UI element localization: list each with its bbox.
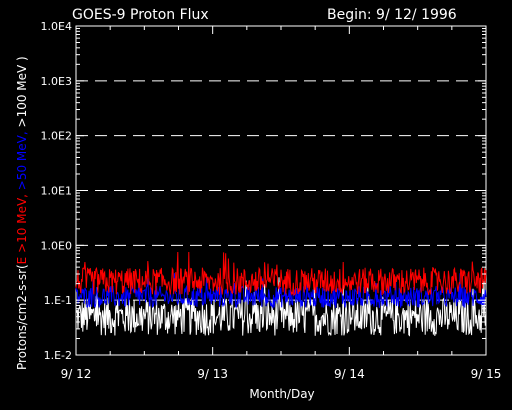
y-tick-label: 1.0E1 [41, 185, 72, 198]
y-axis-label-red: E >10 MeV, [15, 194, 29, 264]
series-line [75, 277, 487, 337]
x-tick-label: 9/ 14 [334, 367, 365, 381]
y-tick-label: 1.E-2 [44, 349, 72, 362]
series-line [75, 273, 487, 310]
y-axis-label-blue: >50 MeV, [15, 131, 29, 194]
y-axis: 1.E-2 1.E-1 1.0E0 1.0E1 1.0E2 1.0E3 1.0E4 [41, 20, 486, 362]
series-line [75, 251, 487, 297]
y-axis-label-white: >100 MeV ) [15, 56, 29, 131]
y-axis-label-prefix: Protons/cm2-s-sr( [15, 264, 29, 370]
y-tick-label: 1.E-1 [44, 294, 72, 307]
y-tick-label: 1.0E3 [41, 75, 72, 88]
x-tick-label: 9/ 15 [471, 367, 502, 381]
y-axis-label: Protons/cm2-s-sr(E >10 MeV, >50 MeV, >10… [15, 56, 29, 370]
y-tick-label: 1.0E2 [41, 130, 72, 143]
y-tick-label: 1.0E4 [41, 20, 72, 33]
x-tick-label: 9/ 12 [61, 367, 92, 381]
x-axis-label: Month/Day [249, 387, 314, 401]
series-group [75, 251, 487, 337]
y-tick-label: 1.0E0 [41, 239, 72, 252]
x-axis: 9/ 12 9/ 13 9/ 14 9/ 15 [61, 26, 502, 381]
chart-subtitle: Begin: 9/ 12/ 1996 [327, 7, 457, 23]
x-tick-label: 9/ 13 [197, 367, 228, 381]
chart-title: GOES-9 Proton Flux [72, 7, 209, 23]
grid-lines [76, 80, 486, 301]
